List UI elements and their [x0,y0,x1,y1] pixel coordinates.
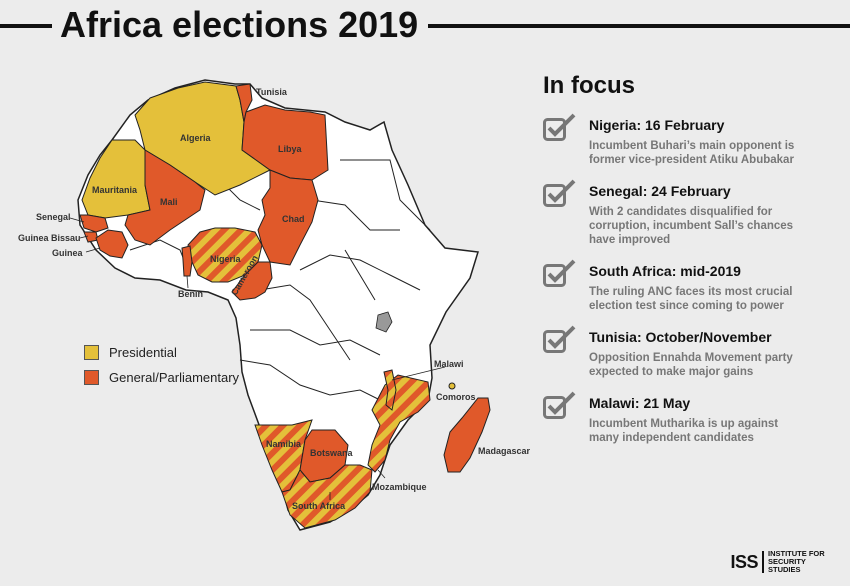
checkbox-tick-icon [543,259,576,287]
comoros-marker [448,382,456,390]
focus-item: Malawi: 21 May Incumbent Mutharika is up… [543,391,843,445]
legend: Presidential General/Parliamentary [84,345,239,395]
chad-region [257,169,319,266]
benin-region [181,245,193,277]
checkbox-tick-icon [543,113,576,141]
focus-item-title: Nigeria: 16 February [589,117,725,133]
label-mali: Mali [160,197,178,207]
label-namibia: Namibia [266,439,302,449]
africa-map: Tunisia Algeria Libya Mauritania Mali Ch… [18,79,530,531]
legend-item-general: General/Parliamentary [84,370,239,385]
label-senegal: Senegal [36,212,71,222]
focus-item-title: Malawi: 21 May [589,395,691,411]
label-malawi: Malawi [434,359,464,369]
south-africa-region [281,464,373,529]
label-comoros: Comoros [436,392,476,402]
label-chad: Chad [282,214,305,224]
focus-item: Senegal: 24 February With 2 candidates d… [543,179,843,247]
focus-item: South Africa: mid-2019 The ruling ANC fa… [543,259,843,313]
label-mozambique: Mozambique [372,482,427,492]
guinea-region [95,229,129,259]
label-madagascar: Madagascar [478,446,530,456]
focus-item-desc: Incumbent Buhari’s main opponent is form… [589,140,795,166]
iss-logo-name: INSTITUTE FOR SECURITY STUDIES [768,549,825,574]
checkbox-tick-icon [543,325,576,353]
cameroon-region [231,261,273,301]
legend-swatch-general [84,370,99,385]
label-libya: Libya [278,144,303,154]
legend-item-presidential: Presidential [84,345,239,360]
focus-item-title: Senegal: 24 February [589,183,731,199]
leader-lines [69,217,446,500]
mali-region [124,149,206,246]
checkbox-tick-icon [543,391,576,419]
title-rule-right [428,24,850,28]
label-algeria: Algeria [180,133,212,143]
iss-logo-divider [762,551,764,573]
title-rule-left [0,24,52,28]
focus-item-desc: Incumbent Mutharika is up against many i… [589,418,779,444]
focus-item-title: Tunisia: October/November [589,329,772,345]
label-benin: Benin [178,289,203,299]
focus-item: Tunisia: October/November Opposition Enn… [543,325,843,379]
libya-region [241,104,329,181]
label-south-africa: South Africa [292,501,346,511]
in-focus-panel: In focus Nigeria: 16 February Incumbent … [543,72,843,457]
focus-item-desc: The ruling ANC faces its most crucial el… [589,286,793,312]
label-mauritania: Mauritania [92,185,138,195]
label-botswana: Botswana [310,448,354,458]
senegal-region [79,214,109,233]
in-focus-heading: In focus [543,72,636,99]
label-guinea: Guinea [52,248,84,258]
label-guinea-bissau: Guinea Bissau [18,233,81,243]
legend-label-general: General/Parliamentary [109,370,240,385]
checkbox-tick-icon [543,179,576,207]
label-nigeria: Nigeria [210,254,242,264]
mauritania-region [81,139,151,219]
algeria-region [134,81,271,196]
lake-victoria [375,311,393,333]
label-tunisia: Tunisia [256,87,288,97]
iss-logo-mark: ISS [730,551,758,572]
focus-item-title: South Africa: mid-2019 [589,263,741,279]
focus-item-desc: With 2 candidates disqualified for corru… [589,206,794,246]
focus-item: Nigeria: 16 February Incumbent Buhari’s … [543,113,843,167]
legend-swatch-presidential [84,345,99,360]
legend-label-presidential: Presidential [109,345,177,360]
focus-item-desc: Opposition Ennahda Movement party expect… [589,352,793,378]
madagascar-region [443,397,491,473]
page-title: Africa elections 2019 [60,4,419,45]
guinea-bissau-region [83,231,99,243]
mozambique-region [367,374,431,473]
iss-logo: ISS INSTITUTE FOR SECURITY STUDIES [730,550,828,574]
